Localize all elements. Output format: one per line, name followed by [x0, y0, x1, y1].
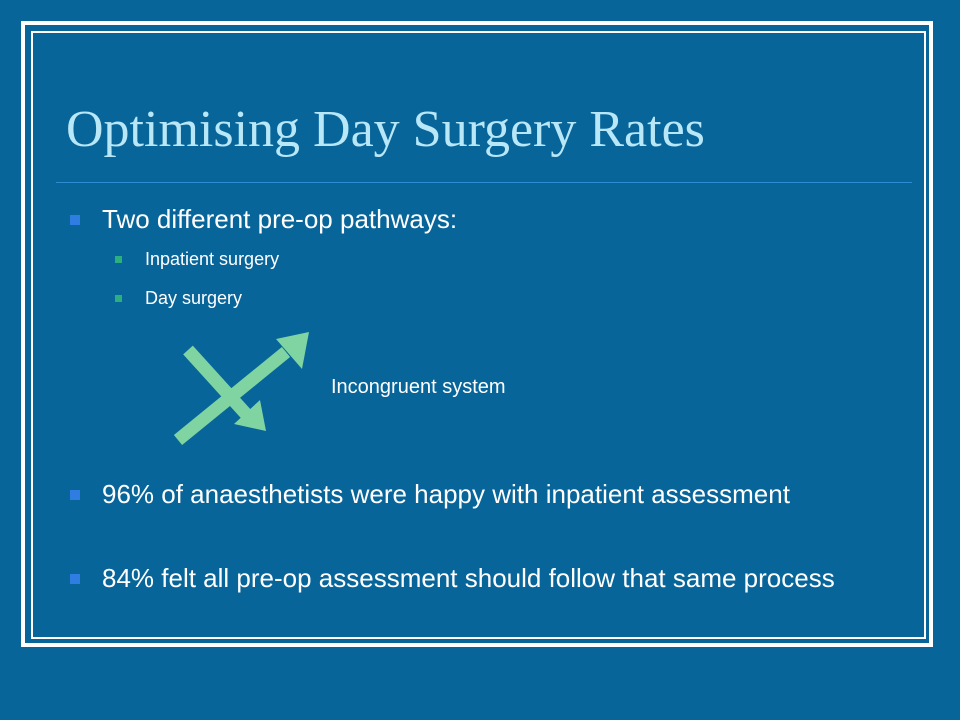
down-arrow-shaft: [183, 345, 251, 419]
bullet-marker: [70, 490, 80, 500]
bullet-text: 84% felt all pre-op assessment should fo…: [102, 563, 835, 593]
crossed-arrows-icon: [173, 332, 309, 446]
slide-title: Optimising Day Surgery Rates: [66, 101, 705, 158]
bullet-pathways: Two different pre-op pathways:: [70, 203, 900, 235]
bullet-anaesthetists: 96% of anaesthetists were happy with inp…: [70, 478, 900, 510]
title-divider: [56, 182, 912, 183]
sub-bullet-day: Day surgery: [115, 286, 242, 310]
bullet-text: Two different pre-op pathways:: [102, 204, 458, 234]
sub-bullet-inpatient: Inpatient surgery: [115, 247, 279, 271]
bullet-marker: [70, 574, 80, 584]
bullet-text: 96% of anaesthetists were happy with inp…: [102, 479, 790, 509]
sub-bullet-marker: [115, 256, 122, 263]
slide-frame-outer: [21, 21, 933, 647]
sub-bullet-marker: [115, 295, 122, 302]
bullet-process: 84% felt all pre-op assessment should fo…: [70, 562, 900, 594]
up-arrow-head: [276, 332, 309, 369]
bullet-marker: [70, 215, 80, 225]
sub-bullet-text: Inpatient surgery: [145, 249, 280, 269]
slide-frame-inner: [31, 31, 926, 639]
incongruent-label: Incongruent system: [331, 376, 506, 398]
down-arrow-head: [234, 400, 266, 431]
sub-bullet-text: Day surgery: [145, 288, 243, 308]
